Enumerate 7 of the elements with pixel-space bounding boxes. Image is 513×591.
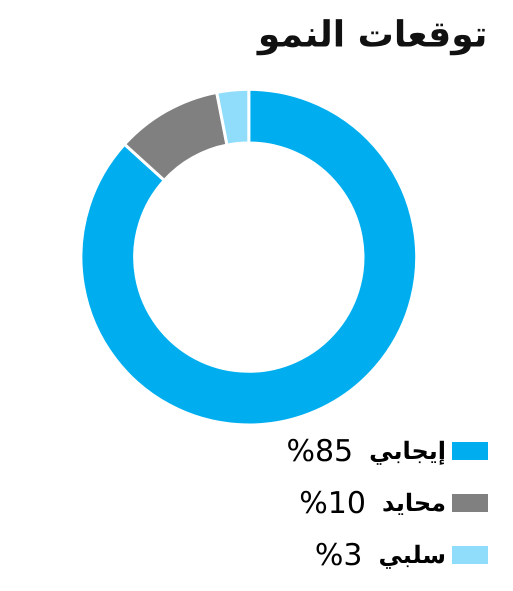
- data-label: %85: [286, 434, 354, 468]
- data-label: %10: [299, 486, 366, 520]
- chart-title: توقعات النمو: [256, 14, 488, 56]
- data-label: %3: [314, 538, 363, 572]
- legend-label: سلبي: [378, 541, 446, 569]
- legend-label: إيجابي: [369, 437, 446, 465]
- legend-label: محايد: [382, 489, 446, 517]
